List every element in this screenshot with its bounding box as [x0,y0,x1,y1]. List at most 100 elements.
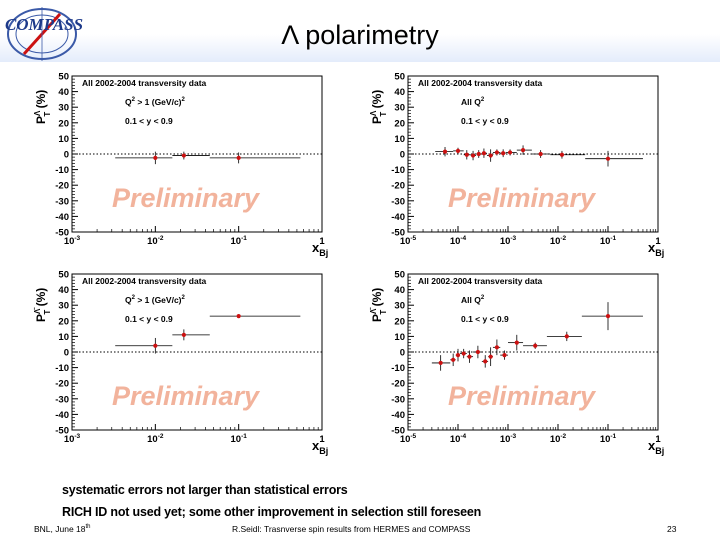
y-tick-label: -20 [55,181,69,192]
data-marker [470,153,476,158]
data-point [505,149,517,156]
y-tick-label: 40 [394,87,405,98]
y-tick-label: 30 [394,103,405,114]
y-axis-title-main: P [370,314,384,322]
x-axis-title-main: x [312,240,320,255]
y-axis-title-unit: (%) [370,90,384,112]
y-axis-title: PΛ̄T (%) [369,288,388,322]
y-tick-label: -40 [55,212,69,223]
legend-line-1: All 2002-2004 transversity data [82,276,207,286]
data-point [476,150,482,158]
data-point [460,348,467,359]
y-axis-title-main: P [34,314,48,322]
header-band [0,0,720,62]
footer-date-sup: th [85,524,91,531]
y-tick-label: 20 [58,118,69,129]
x-tick-label: 1 [319,236,325,247]
data-point [473,345,482,359]
x-tick-label: 10-3 [500,235,517,247]
x-tick-label: 10-5 [400,433,417,445]
x-tick-label: 1 [655,236,661,247]
x-tick-exponent: -5 [410,235,416,242]
y-axis-title-main: P [370,116,384,124]
legend-line-2: All Q2 [461,295,485,305]
x-tick-base: 10 [600,236,611,247]
x-axis-title: xBj [312,240,328,258]
x-axis-title: xBj [648,240,664,258]
data-marker [153,155,158,160]
legend-line-2: All Q2 [461,97,485,107]
legend-line-2-sup2: 2 [182,295,186,301]
data-point [435,146,454,157]
x-tick-base: 10 [450,434,461,445]
legend-line-2-main: Q [125,97,132,107]
x-tick-label: 10-1 [600,235,617,247]
footer-talk-title: R.Seidl: Trasnverse spin results from HE… [232,524,471,534]
legend-line-2-rest: > 1 (GeV/c) [135,97,182,107]
data-marker [455,148,461,153]
preliminary-watermark: Preliminary [112,183,261,213]
x-tick-exponent: -2 [158,433,164,440]
x-tick-base: 1 [655,236,661,247]
data-point [531,150,551,158]
legend-line-2-sup1: 2 [132,97,136,103]
x-tick-label: 10-2 [147,235,164,247]
y-tick-label: -30 [55,394,69,405]
y-tick-label: -20 [391,181,405,192]
y-tick-label: -40 [55,410,69,421]
x-axis-title-sub: Bj [319,446,328,456]
data-point [523,342,547,349]
x-tick-exponent: -3 [510,433,516,440]
x-tick-exponent: -1 [241,433,247,440]
data-marker [488,354,493,359]
y-tick-label: 40 [58,285,69,296]
y-tick-label: -50 [391,426,405,437]
data-point [466,350,474,363]
x-tick-exponent: -2 [158,235,164,242]
x-axis-title-main: x [312,438,320,453]
x-axis-title-main: x [648,438,656,453]
y-tick-label: -10 [55,363,69,374]
data-marker [181,332,186,337]
x-tick-label: 10-2 [147,433,164,445]
legend-line-2: Q2 > 1 (GeV/c)2 [125,97,186,107]
y-axis-title-unit: (%) [34,90,48,112]
y-tick-label: 50 [58,270,69,281]
y-tick-label: 50 [58,72,69,83]
y-tick-label: -40 [391,410,405,421]
y-tick-label: -40 [391,212,405,223]
y-axis-title-sub: T [43,112,52,117]
data-point [172,151,210,160]
x-tick-base: 10 [600,434,611,445]
page-number: 23 [667,524,677,534]
data-point [500,350,508,360]
y-tick-label: 10 [58,134,69,145]
x-tick-base: 1 [319,236,325,247]
legend-line-2-sup1: 2 [481,295,485,301]
data-point [546,331,582,342]
y-tick-label: 20 [394,316,405,327]
legend-line-2-rest: > 1 (GeV/c) [135,295,182,305]
x-tick-base: 10 [230,236,241,247]
legend-line-2-main: Q [125,295,132,305]
y-tick-label: 0 [400,150,405,161]
y-tick-label: 20 [394,118,405,129]
x-tick-base: 10 [400,236,411,247]
data-point [209,314,301,319]
data-point [508,334,524,351]
data-point [431,355,451,371]
y-axis-title-main: P [34,116,48,124]
y-tick-label: -30 [391,196,405,207]
data-marker [467,354,472,359]
data-marker [494,150,500,155]
data-point [486,149,493,162]
y-axis-title-sup: Λ [369,110,378,116]
x-axis-title-sub: Bj [655,248,664,258]
x-tick-label: 10-3 [64,433,81,445]
x-tick-base: 10 [450,236,461,247]
legend-line-2-main: All Q [461,97,481,107]
y-tick-label: -20 [55,379,69,390]
